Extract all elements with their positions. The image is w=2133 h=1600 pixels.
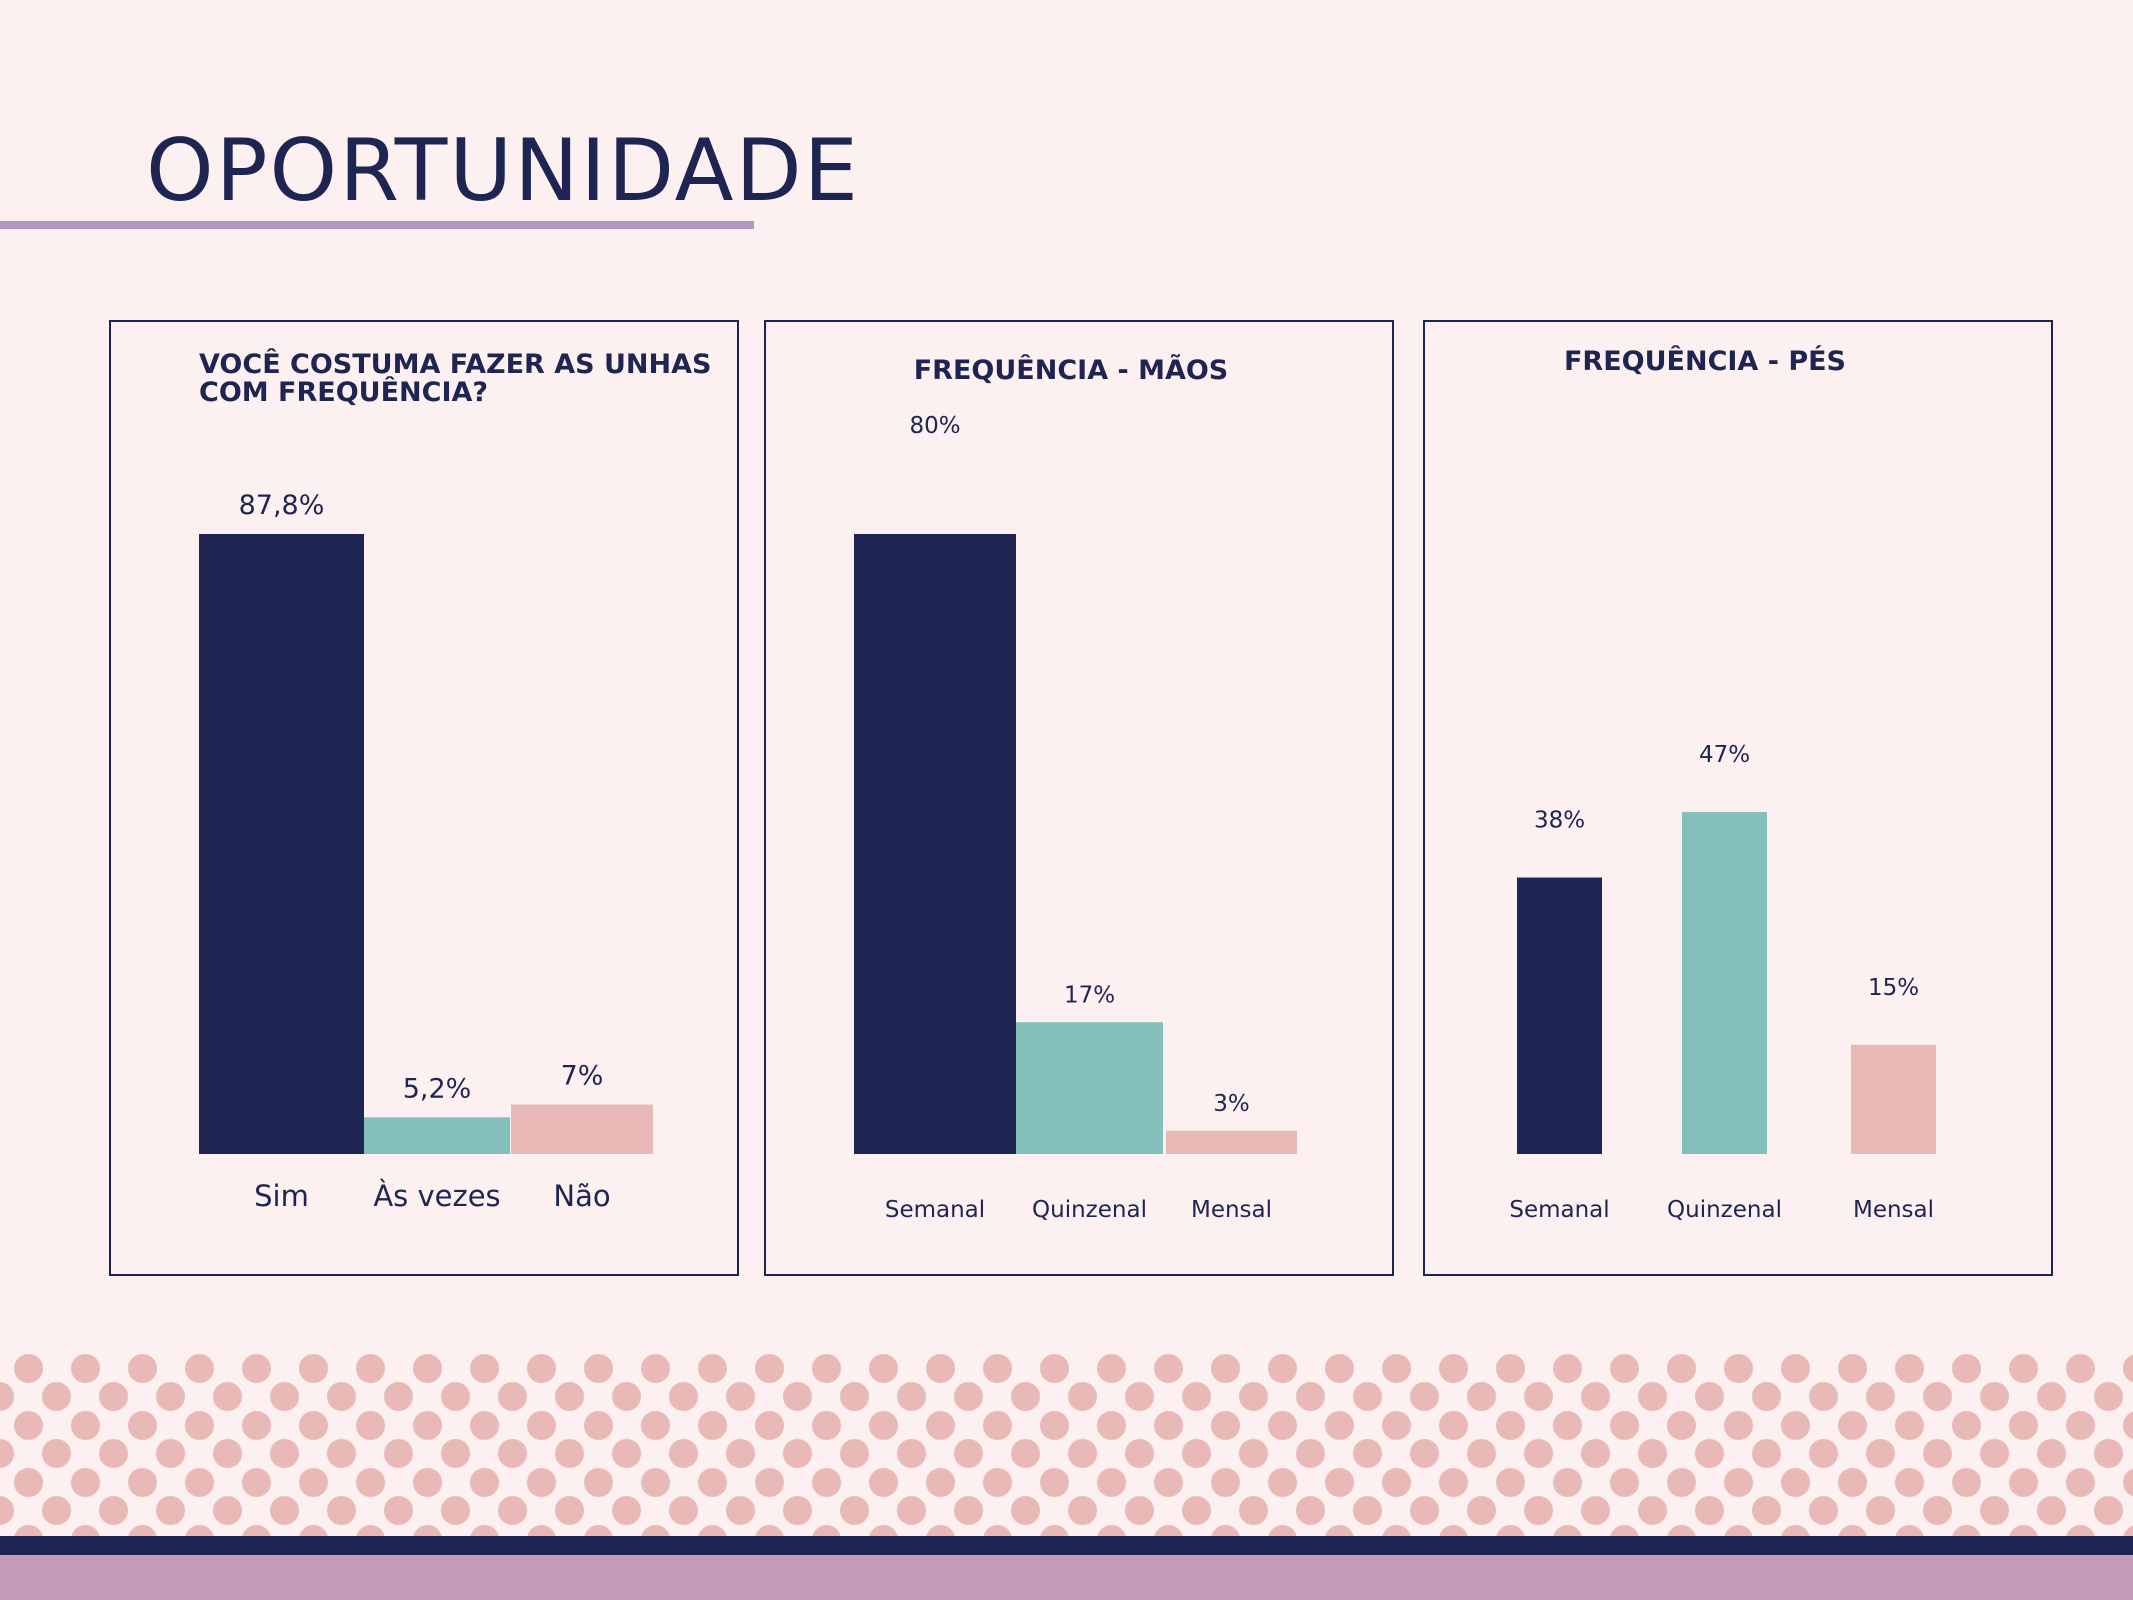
bar--s-vezes [364, 1117, 510, 1154]
bar-semanal [1517, 877, 1602, 1154]
bar-sim [199, 534, 364, 1154]
chart-frequencia-pes: FREQUÊNCIA - PÉS 38% Semanal 47% Quinzenal 15… [1509, 345, 1936, 1223]
bar-semanal [854, 534, 1016, 1154]
category-label: Sim [254, 1179, 309, 1213]
value-label: 17% [1064, 982, 1115, 1008]
footer-stripe-lilac [0, 1555, 2133, 1600]
footer-stripe-navy [0, 1536, 2133, 1555]
category-label: Quinzenal [1032, 1197, 1147, 1223]
chart-panel-maos: FREQUÊNCIA - MÃOS 80% Semanal 17% Quinzenal 3… [764, 320, 1394, 1276]
page-title: OPORTUNIDADE [146, 121, 861, 221]
category-label: Não [553, 1179, 610, 1213]
value-label: 47% [1699, 742, 1750, 768]
value-label: 87,8% [239, 490, 325, 521]
chart-frequencia-maos: FREQUÊNCIA - MÃOS 80% Semanal 17% Quinzenal 3… [854, 354, 1297, 1223]
value-label: 5,2% [403, 1073, 472, 1104]
category-label: Às vezes [373, 1179, 500, 1213]
chart-title-line: FREQUÊNCIA - MÃOS [914, 354, 1229, 386]
category-label: Semanal [885, 1197, 985, 1223]
decorative-polka-dot-band [0, 1354, 2133, 1536]
chart-panel-pes: FREQUÊNCIA - PÉS 38% Semanal 47% Quinzenal 15… [1423, 320, 2053, 1276]
value-label: 80% [909, 413, 960, 439]
category-label: Semanal [1509, 1197, 1609, 1223]
bar-n-o [511, 1104, 653, 1154]
value-label: 3% [1213, 1091, 1250, 1117]
category-label: Mensal [1191, 1197, 1272, 1223]
chart-title-line: COM FREQUÊNCIA? [199, 376, 488, 408]
category-label: Quinzenal [1667, 1197, 1782, 1223]
chart-title-line: FREQUÊNCIA - PÉS [1564, 345, 1846, 377]
bar-quinzenal [1682, 812, 1767, 1154]
bar-mensal [1851, 1044, 1936, 1154]
value-label: 7% [561, 1061, 604, 1092]
title-underline [0, 221, 754, 229]
category-label: Mensal [1853, 1197, 1934, 1223]
chart-title-line: VOCÊ COSTUMA FAZER AS UNHAS [199, 348, 711, 380]
bar-quinzenal [1016, 1022, 1163, 1154]
value-label: 15% [1868, 975, 1919, 1001]
bar-mensal [1166, 1130, 1297, 1154]
chart-panel-unhas: VOCÊ COSTUMA FAZER AS UNHAS COM FREQUÊNCI… [109, 320, 739, 1276]
value-label: 38% [1534, 808, 1585, 834]
